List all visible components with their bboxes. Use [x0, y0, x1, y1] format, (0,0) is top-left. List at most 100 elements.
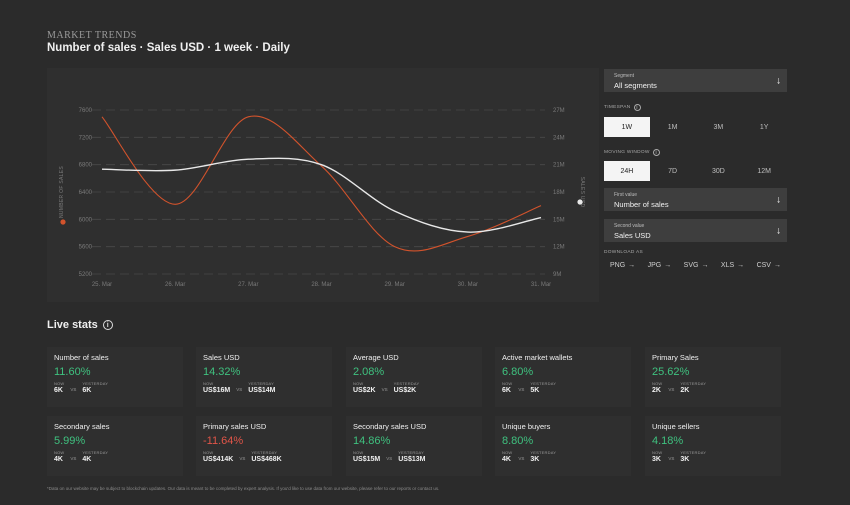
stat-card: Primary sales USD -11.64% NOW US$414K VS YEST…: [196, 416, 332, 476]
stat-compare: NOW 2K VS YESTERDAY 2K: [652, 381, 774, 394]
arrow-right-icon: →: [664, 262, 672, 269]
live-stats-heading: Live stats i: [47, 319, 113, 331]
stat-compare: NOW US$414K VS YESTERDAY US$468K: [203, 450, 325, 463]
timespan-option-1w[interactable]: 1W: [604, 117, 650, 137]
vs-label: VS: [386, 456, 393, 461]
yesterday-label: YESTERDAY: [680, 450, 707, 455]
y-left-tick-label: 5200: [79, 272, 93, 278]
moving-window-heading: MOVING WINDOW i: [604, 149, 660, 156]
now-label: NOW: [652, 381, 663, 386]
y-right-tick-label: 9M: [553, 272, 561, 278]
x-tick-label: 29. Mar: [384, 282, 404, 288]
stat-compare: NOW US$15M VS YESTERDAY US$13M: [353, 450, 475, 463]
segment-dropdown[interactable]: Segment All segments ↓: [604, 69, 787, 92]
y-left-axis-title: NUMBER OF SALES: [59, 166, 65, 218]
moving-window-option-30d[interactable]: 30D: [711, 167, 725, 175]
now-value: US$15M: [353, 456, 381, 463]
moving-window-selector: 24H 7D 30D 12M: [604, 161, 787, 181]
timespan-option-3m[interactable]: 3M: [713, 123, 724, 131]
x-tick-label: 31. Mar: [531, 282, 551, 288]
arrow-down-icon: ↓: [776, 75, 781, 86]
page-kicker: MARKET TRENDS: [47, 30, 137, 41]
moving-window-option-12m[interactable]: 12M: [757, 167, 771, 175]
chart-panel: 7600 27M 7200 24M 6800 21M 6400 18M 6000 15M 5600 1…: [47, 68, 599, 302]
now-value: US$16M: [203, 387, 231, 394]
yesterday-label: YESTERDAY: [530, 381, 557, 386]
stat-change: 8.80%: [502, 435, 534, 447]
info-icon[interactable]: i: [102, 320, 113, 330]
now-value: 6K: [502, 387, 511, 394]
yesterday-value: US$2K: [393, 387, 417, 394]
y-right-tick-label: 12M: [553, 245, 565, 251]
vs-label: VS: [70, 387, 77, 392]
download-jpg-button[interactable]: JPG →: [648, 262, 672, 269]
download-format-label: JPG: [647, 262, 662, 269]
yesterday-label: YESTERDAY: [680, 381, 707, 386]
timespan-option-1m[interactable]: 1M: [667, 123, 678, 131]
first-value-dropdown[interactable]: First value Number of sales ↓: [604, 188, 787, 211]
now-value: US$2K: [353, 387, 376, 394]
stat-name: Primary sales USD: [203, 422, 267, 431]
arrow-down-icon: ↓: [776, 194, 781, 205]
moving-window-option-7d[interactable]: 7D: [668, 167, 678, 175]
y-right-tick-label: 27M: [553, 108, 565, 114]
vs-label: VS: [668, 456, 675, 461]
vs-label: VS: [70, 456, 77, 461]
stat-change: 14.32%: [203, 366, 241, 378]
moving-window-label: MOVING WINDOW: [604, 150, 650, 155]
segment-label: Segment: [614, 73, 635, 79]
stat-name: Secondary sales: [54, 422, 110, 431]
stat-change: 6.80%: [502, 366, 534, 378]
yesterday-label: YESTERDAY: [82, 381, 109, 386]
info-icon[interactable]: i: [633, 104, 641, 111]
y-right-tick-label: 15M: [553, 217, 565, 223]
download-label: DOWNLOAD AS: [604, 250, 644, 255]
stat-card: Unique sellers 4.18% NOW 3K VS YESTERDAY 3K: [645, 416, 781, 476]
yesterday-value: 3K: [680, 456, 690, 463]
moving-window-option-24h[interactable]: 24H: [604, 161, 650, 181]
yesterday-label: YESTERDAY: [248, 381, 274, 386]
yesterday-label: YESTERDAY: [82, 450, 109, 455]
footer-note: *Data on our website may be subject to b…: [47, 486, 440, 491]
stat-card: Primary Sales 25.62% NOW 2K VS YESTERDAY 2K: [645, 347, 781, 407]
arrow-right-icon: →: [737, 262, 745, 269]
info-icon[interactable]: i: [652, 149, 660, 156]
stat-change: 2.08%: [353, 366, 385, 378]
yesterday-value: 3K: [530, 456, 540, 463]
download-csv-button[interactable]: CSV →: [757, 262, 781, 269]
stat-name: Number of sales: [54, 353, 109, 362]
y-right-tick-label: 24M: [553, 135, 565, 141]
yesterday-value: US$468K: [251, 456, 282, 463]
timespan-option-1y[interactable]: 1Y: [759, 123, 769, 131]
yesterday-value: 6K: [82, 387, 92, 394]
stat-change: -11.64%: [203, 435, 244, 447]
stat-compare: NOW US$16M VS YESTERDAY US$14M: [203, 381, 325, 394]
y-left-tick-label: 6400: [79, 190, 93, 196]
yesterday-label: YESTERDAY: [530, 450, 557, 455]
now-label: NOW: [652, 450, 663, 455]
now-label: NOW: [203, 450, 214, 455]
vs-label: VS: [668, 387, 675, 392]
stat-card: Number of sales 11.60% NOW 6K VS YESTERDAY 6K: [47, 347, 183, 407]
live-stats-title: Live stats: [47, 319, 98, 331]
download-format-label: SVG: [683, 262, 699, 269]
now-value: 2K: [652, 387, 661, 394]
sales-usd-marker: [577, 199, 583, 205]
y-left-axis-title-group: NUMBER OF SALES: [59, 166, 65, 218]
vs-label: VS: [239, 456, 246, 461]
x-tick-label: 27. Mar: [238, 282, 258, 288]
vs-label: VS: [381, 387, 388, 392]
download-png-button[interactable]: PNG →: [610, 262, 635, 269]
now-label: NOW: [502, 381, 513, 386]
first-value-value: Number of sales: [614, 200, 669, 209]
download-format-label: PNG: [610, 262, 626, 269]
download-svg-button[interactable]: SVG →: [684, 262, 709, 269]
second-value-dropdown[interactable]: Second value Sales USD ↓: [604, 219, 787, 242]
yesterday-label: YESTERDAY: [251, 450, 278, 455]
arrow-right-icon: →: [628, 262, 636, 269]
yesterday-value: 5K: [530, 387, 540, 394]
first-value-label: First value: [614, 192, 638, 198]
stat-compare: NOW 4K VS YESTERDAY 3K: [502, 450, 624, 463]
download-xls-button[interactable]: XLS →: [721, 262, 744, 269]
yesterday-value: 4K: [82, 456, 92, 463]
